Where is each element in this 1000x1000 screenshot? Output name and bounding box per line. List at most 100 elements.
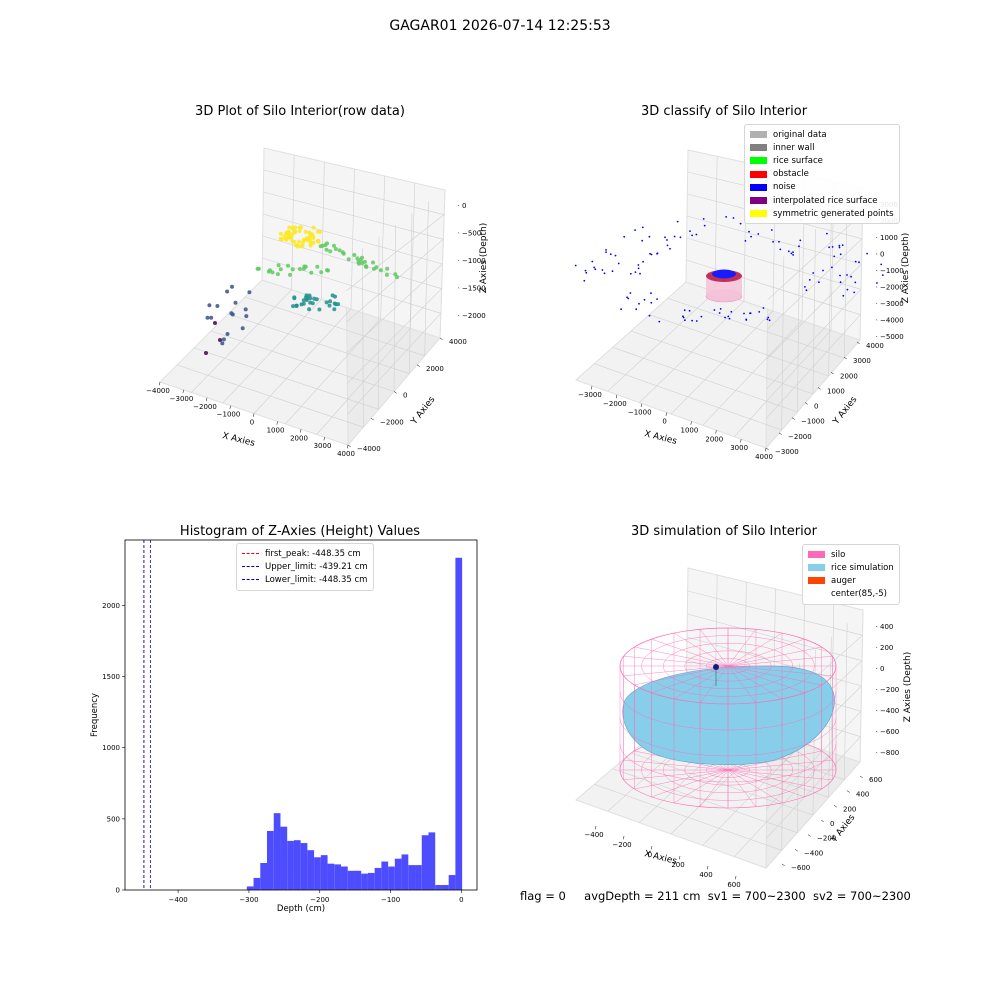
- noise-point: [627, 297, 630, 300]
- gridline: [844, 623, 848, 780]
- noise-point: [656, 298, 658, 300]
- noise-point: [637, 267, 640, 270]
- legend-item-lower-limit: Lower_limit: -448.35 cm: [242, 573, 368, 586]
- noise-point: [648, 314, 651, 317]
- scatter-point: [393, 272, 398, 277]
- noise-point: [695, 320, 698, 322]
- scatter-point: [304, 298, 309, 302]
- z-tick-label: −400: [880, 707, 899, 715]
- noise-point: [841, 244, 844, 247]
- scatter-point: [244, 314, 249, 319]
- scatter-point: [357, 261, 361, 266]
- z-tick-label: −800: [880, 749, 899, 757]
- scatter-point: [276, 263, 281, 268]
- noise-point: [641, 239, 644, 242]
- x-tick-label: −300: [239, 896, 258, 904]
- x-tick-label: 3000: [314, 442, 332, 450]
- noise-point: [839, 253, 842, 256]
- y-tick: [830, 372, 834, 375]
- panel4-z-ticks: 400 200 0 −200 −400 −600 −800: [875, 623, 899, 757]
- histogram-bar: [361, 873, 368, 890]
- noise-point: [679, 236, 682, 239]
- scatter-point: [364, 265, 369, 269]
- panel1-y-ticks: −4000 −2000 0 2000 4000: [347, 337, 467, 453]
- y-tick-label: −200: [817, 835, 836, 843]
- panel3-title: Histogram of Z-Axies (Height) Values: [179, 524, 421, 539]
- x-tick-label: −200: [612, 841, 631, 849]
- histogram-x-ticks: −400 −300 −200 −100 0: [169, 890, 464, 904]
- z-tick-label: −600: [880, 728, 899, 736]
- legend-item-silo: silo: [808, 548, 894, 561]
- scatter-point: [303, 264, 308, 269]
- y-tick-label: −2000: [788, 433, 812, 441]
- noise-point: [743, 312, 745, 315]
- legend-swatch: [750, 157, 767, 165]
- noise-point: [880, 263, 883, 266]
- histogram-bar: [314, 857, 321, 890]
- panel2-legend: original data inner wall rice surface ob…: [744, 124, 900, 225]
- x-tick: [679, 855, 681, 860]
- z-tick: [875, 625, 878, 628]
- legend-item-rice-surface: rice surface: [750, 154, 894, 167]
- scatter-point: [284, 236, 289, 241]
- silo-wireframe-top: [619, 627, 837, 808]
- y-tick-label: −1000: [801, 418, 825, 426]
- scatter-point: [290, 232, 295, 237]
- noise-point: [584, 269, 587, 272]
- x-tick-label: −100: [381, 896, 400, 904]
- x-tick-label: −4000: [146, 387, 170, 395]
- scatter-point: [327, 303, 332, 308]
- noise-point: [846, 288, 849, 291]
- y-tick-label: 2000: [426, 365, 444, 373]
- noise-point: [639, 272, 641, 275]
- y-tick: [859, 775, 863, 779]
- x-tick: [616, 394, 618, 399]
- footer-sv2: sv2 = 700~2300: [812, 889, 911, 903]
- panel1-xlabel: X Axies: [221, 431, 256, 449]
- scatter-point: [307, 293, 312, 298]
- scatter-point: [307, 307, 312, 312]
- legend-item-interpolated: interpolated rice surface: [750, 194, 894, 207]
- panel2-x-ticks: −3000−2000−1000 0 1000 2000 3000 4000: [578, 385, 773, 461]
- histogram-bar: [320, 855, 328, 890]
- scatter-point: [221, 337, 226, 342]
- scatter-point: [310, 301, 315, 306]
- y-tick: [439, 337, 443, 341]
- legend-item-auger: auger: [808, 574, 894, 587]
- legend-item-inner-wall: inner wall: [750, 141, 894, 154]
- z-tick-label: −200: [880, 686, 899, 694]
- scatter-point: [324, 300, 329, 305]
- noise-point: [770, 229, 773, 231]
- noise-point: [724, 316, 726, 319]
- noise-point: [762, 307, 765, 309]
- silo-band: [619, 743, 837, 783]
- legend-line: [242, 553, 259, 555]
- histogram-bar: [435, 885, 442, 890]
- histogram-bar: [341, 866, 348, 890]
- legend-item-symmetric: symmetric generated points: [750, 207, 894, 220]
- x-tick-label: −200: [310, 896, 329, 904]
- y-tick-label: 1000: [827, 387, 845, 395]
- scatter-point: [292, 239, 297, 244]
- y-tick-label: 4000: [449, 338, 467, 346]
- x-tick-label: −3000: [170, 395, 194, 403]
- noise-point: [601, 269, 604, 271]
- scatter-point: [287, 225, 292, 230]
- x-tick-label: 0: [648, 851, 652, 859]
- noise-point: [826, 232, 828, 235]
- panel2-obstacle-cylinder: [705, 269, 743, 303]
- y-tick: [416, 364, 420, 367]
- silo-spoke: [623, 759, 729, 771]
- x-tick-label: 1000: [681, 426, 699, 434]
- x-tick: [323, 437, 325, 441]
- x-tick: [253, 413, 255, 417]
- panel2-xlabel: X Axies: [643, 429, 678, 447]
- panel1-points: [204, 225, 399, 355]
- scatter-point: [295, 244, 300, 249]
- noise-point: [812, 272, 815, 274]
- x-tick: [595, 825, 597, 830]
- scatter-point: [330, 293, 335, 298]
- z-tick-label: 0: [880, 665, 884, 673]
- footer-sv1: sv1 = 700~2300: [707, 889, 806, 903]
